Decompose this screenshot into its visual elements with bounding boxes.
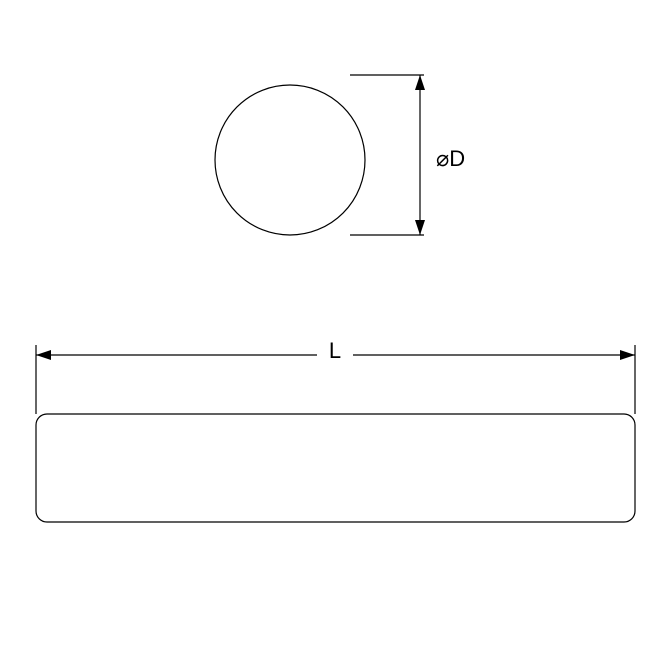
length-arrow-left xyxy=(36,350,51,360)
length-label: L xyxy=(329,338,341,363)
length-arrow-right xyxy=(620,350,635,360)
diameter-arrow-top xyxy=(415,75,425,90)
circle-top-view xyxy=(215,85,365,235)
rect-side-view xyxy=(36,414,635,522)
diameter-label: ⌀D xyxy=(436,146,465,171)
diameter-arrow-bottom xyxy=(415,220,425,235)
technical-drawing: ⌀D L xyxy=(0,0,670,670)
